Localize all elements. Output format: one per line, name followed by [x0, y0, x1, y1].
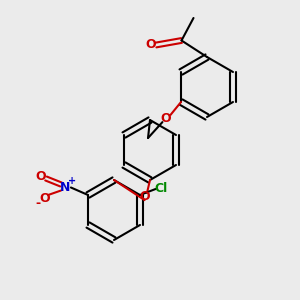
Text: O: O: [39, 191, 50, 205]
Text: Cl: Cl: [154, 182, 168, 196]
Text: -: -: [35, 197, 40, 211]
Text: +: +: [68, 176, 76, 186]
Text: O: O: [35, 170, 46, 184]
Text: N: N: [60, 181, 71, 194]
Text: O: O: [161, 112, 171, 125]
Text: O: O: [145, 38, 156, 52]
Text: O: O: [139, 190, 150, 203]
